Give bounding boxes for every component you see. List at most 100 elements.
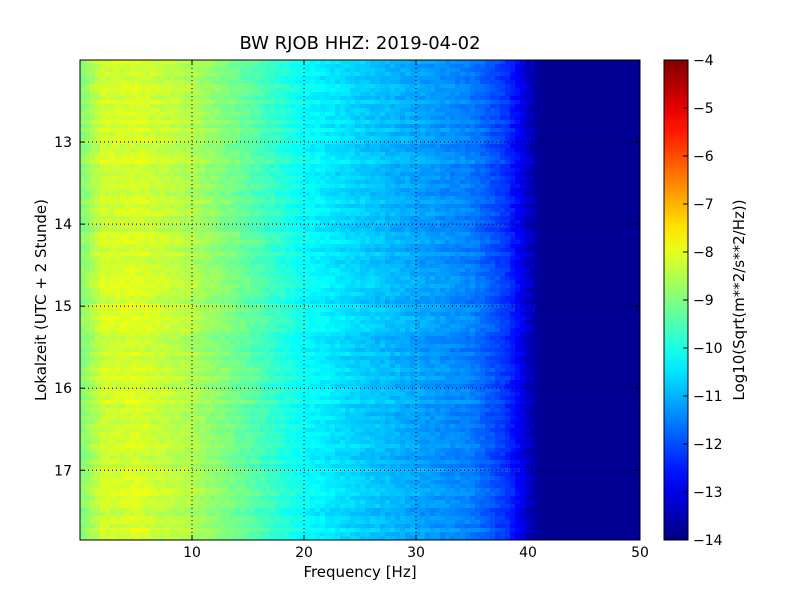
heatmap-cell [460, 112, 466, 117]
heatmap-cell [470, 172, 476, 177]
heatmap-cell [215, 80, 221, 85]
heatmap-cell [560, 120, 566, 125]
heatmap-cell [200, 72, 206, 77]
heatmap-cell [555, 188, 561, 193]
heatmap-cell [350, 116, 356, 121]
heatmap-cell [545, 124, 551, 129]
heatmap-cell [430, 124, 436, 129]
heatmap-cell [605, 128, 611, 133]
heatmap-cell [305, 172, 311, 177]
heatmap-cell [385, 72, 391, 77]
heatmap-cell [425, 76, 431, 81]
heatmap-cell [535, 104, 541, 109]
heatmap-cell [345, 132, 351, 137]
heatmap-cell [135, 152, 141, 157]
heatmap-cell [350, 164, 356, 169]
heatmap-cell [485, 172, 491, 177]
heatmap-cell [280, 160, 286, 165]
heatmap-cell [595, 140, 601, 145]
heatmap-cell [610, 176, 616, 181]
heatmap-cell [395, 136, 401, 141]
heatmap-cell [595, 188, 601, 193]
heatmap-cell [140, 64, 146, 69]
heatmap-cell [325, 188, 331, 193]
heatmap-cell [435, 216, 441, 221]
heatmap-cell [310, 128, 316, 133]
heatmap-cell [585, 120, 591, 125]
heatmap-cell [510, 164, 516, 169]
heatmap-cell [130, 176, 136, 181]
heatmap-cell [195, 216, 201, 221]
heatmap-cell [190, 224, 196, 229]
heatmap-cell [190, 152, 196, 157]
heatmap-cell [155, 124, 161, 129]
heatmap-cell [255, 68, 261, 73]
heatmap-cell [295, 132, 301, 137]
heatmap-cell [230, 60, 236, 65]
heatmap-cell [630, 112, 636, 117]
heatmap-cell [335, 112, 341, 117]
heatmap-cell [500, 204, 506, 209]
heatmap-cell [190, 232, 196, 237]
heatmap-cell [610, 164, 616, 169]
heatmap-cell [405, 100, 411, 105]
heatmap-cell [155, 152, 161, 157]
heatmap-cell [625, 232, 631, 237]
heatmap-cell [470, 76, 476, 81]
heatmap-cell [160, 208, 166, 213]
heatmap-cell [180, 192, 186, 197]
heatmap-cell [270, 100, 276, 105]
heatmap-cell [95, 196, 101, 201]
heatmap-cell [225, 148, 231, 153]
heatmap-cell [425, 200, 431, 205]
heatmap-cell [455, 76, 461, 81]
heatmap-cell [245, 204, 251, 209]
heatmap-cell [285, 72, 291, 77]
heatmap-cell [595, 200, 601, 205]
heatmap-cell [480, 204, 486, 209]
heatmap-cell [575, 168, 581, 173]
heatmap-cell [175, 132, 181, 137]
heatmap-cell [170, 92, 176, 97]
heatmap-cell [540, 152, 546, 157]
heatmap-cell [235, 156, 241, 161]
heatmap-cell [85, 120, 91, 125]
heatmap-cell [295, 220, 301, 225]
heatmap-cell [140, 228, 146, 233]
heatmap-cell [400, 124, 406, 129]
heatmap-cell [480, 188, 486, 193]
heatmap-cell [365, 164, 371, 169]
heatmap-cell [580, 192, 586, 197]
heatmap-cell [515, 208, 521, 213]
heatmap-cell [410, 196, 416, 201]
heatmap-cell [425, 148, 431, 153]
heatmap-cell [155, 88, 161, 93]
heatmap-cell [535, 184, 541, 189]
heatmap-cell [620, 168, 626, 173]
heatmap-cell [465, 116, 471, 121]
heatmap-cell [265, 124, 271, 129]
heatmap-cell [485, 136, 491, 141]
heatmap-cell [410, 76, 416, 81]
heatmap-cell [390, 112, 396, 117]
heatmap-cell [125, 136, 131, 141]
heatmap-cell [385, 108, 391, 113]
heatmap-cell [270, 144, 276, 149]
heatmap-cell [505, 228, 511, 233]
heatmap-cell [275, 160, 281, 165]
heatmap-cell [495, 80, 501, 85]
heatmap-cell [455, 120, 461, 125]
heatmap-cell [315, 200, 321, 205]
heatmap-cell [135, 188, 141, 193]
heatmap-cell [545, 200, 551, 205]
heatmap-cell [330, 232, 336, 237]
heatmap-cell [320, 96, 326, 101]
heatmap-cell [545, 196, 551, 201]
heatmap-cell [150, 216, 156, 221]
heatmap-cell [555, 208, 561, 213]
heatmap-cell [80, 236, 86, 241]
heatmap-cell [165, 84, 171, 89]
heatmap-cell [245, 76, 251, 81]
heatmap-cell [130, 188, 136, 193]
heatmap-cell [275, 112, 281, 117]
